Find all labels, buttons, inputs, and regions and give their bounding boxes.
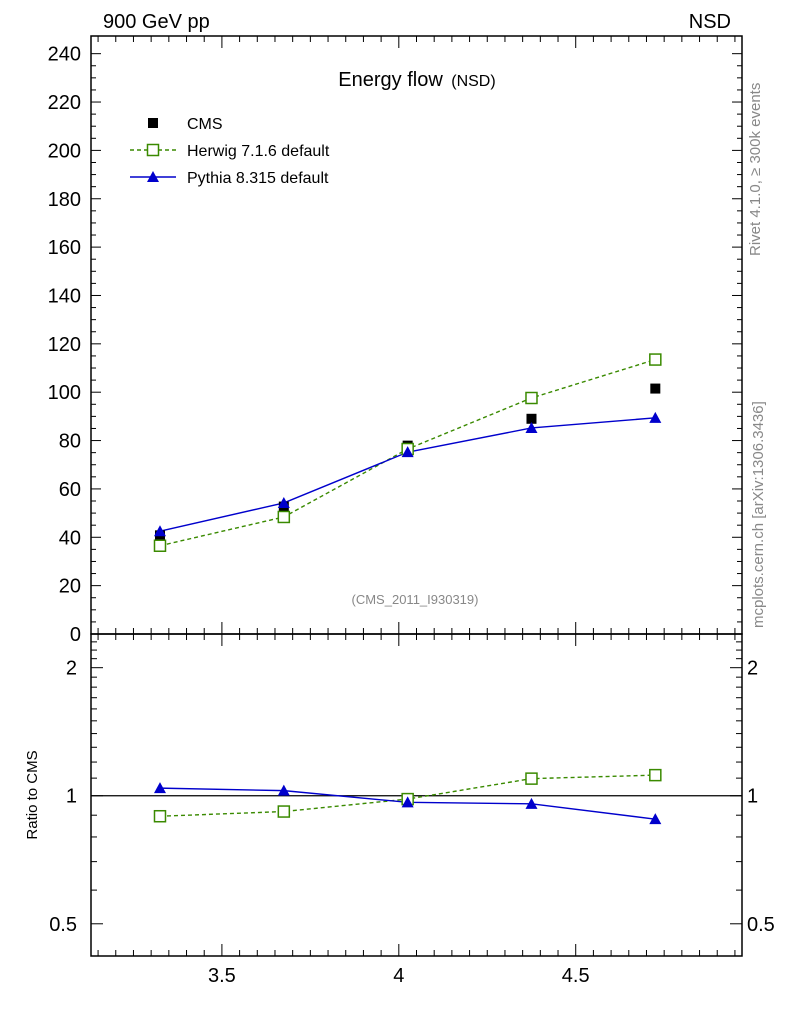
legend-pythia-label: Pythia 8.315 default	[187, 170, 329, 187]
ratio-y-tick-label-right: 2	[747, 658, 758, 680]
rivet-version-label: Rivet 4.1.0, ≥ 300k events	[747, 83, 764, 256]
main-point-filled-triangle	[277, 496, 290, 508]
main-y-tick-label: 60	[59, 479, 81, 501]
series-layer	[153, 353, 662, 825]
mcplots-label: mcplots.cern.ch [arXiv:1306.3436]	[750, 401, 767, 628]
main-y-tick-label: 20	[59, 576, 81, 598]
legend-herwig-label: Herwig 7.1.6 default	[187, 143, 330, 160]
main-point-open-square	[525, 391, 538, 405]
main-y-tick-label: 0	[70, 624, 81, 646]
main-y-tick-label: 180	[48, 189, 81, 211]
ratio-y-tick-label: 1	[66, 786, 77, 808]
header-left-label: 900 GeV pp	[103, 11, 210, 33]
ratio-point-filled-triangle	[153, 782, 166, 794]
main-y-tick-label: 240	[48, 44, 81, 66]
header-right-label: NSD	[689, 11, 731, 33]
main-point-filled-square	[526, 413, 537, 424]
main-y-tick-label: 200	[48, 140, 81, 162]
ratio-point-filled-triangle	[401, 796, 414, 808]
main-series-line	[159, 417, 656, 532]
legend: CMS Herwig 7.1.6 default Pythia 8.315 de…	[130, 116, 330, 187]
ratio-point-filled-triangle	[649, 813, 662, 825]
x-tick-label: 4	[393, 965, 404, 987]
main-point-filled-triangle	[401, 446, 414, 458]
main-point-filled-triangle	[525, 421, 538, 433]
ratio-panel-frame	[90, 633, 743, 957]
main-point-filled-triangle	[153, 525, 166, 537]
main-y-tick-label: 160	[48, 237, 81, 259]
ratio-point-open-square	[153, 809, 167, 823]
axes-layer: 0 20 40 60 80 100 120 140 160 180 200 220 240 3.5 4 4.5…	[48, 35, 775, 987]
legend-herwig-marker	[146, 143, 160, 157]
main-y-tick-label: 40	[59, 527, 81, 549]
legend-cms-label: CMS	[187, 116, 223, 133]
chart-title-suffix: (NSD)	[451, 73, 495, 90]
ratio-point-open-square	[277, 805, 291, 818]
main-y-tick-label: 80	[59, 431, 81, 453]
main-point-open-square	[649, 353, 662, 366]
main-y-tick-label: 120	[48, 334, 81, 356]
x-tick-label: 4.5	[562, 965, 590, 987]
ratio-y-tick-label: 0.5	[49, 914, 77, 936]
main-y-tick-label: 140	[48, 285, 81, 307]
x-tick-label: 3.5	[208, 965, 236, 987]
main-point-open-square	[153, 539, 167, 552]
ratio-point-filled-triangle	[525, 797, 538, 809]
legend-pythia-marker	[147, 171, 159, 182]
chart-title: Energy flow (NSD)	[338, 69, 495, 91]
ratio-y-tick-label-right: 1	[747, 786, 758, 808]
ratio-axis-label: Ratio to CMS	[24, 750, 41, 839]
ratio-y-tick-label: 2	[66, 658, 77, 680]
ratio-point-filled-triangle	[277, 784, 290, 796]
main-point-filled-square	[650, 383, 661, 394]
main-y-tick-label: 100	[48, 382, 81, 404]
main-point-filled-triangle	[649, 411, 662, 423]
chart-title-main: Energy flow	[338, 69, 443, 91]
legend-cms-marker	[148, 118, 158, 128]
ratio-point-open-square	[649, 768, 662, 782]
ratio-y-tick-label-right: 0.5	[747, 914, 775, 936]
main-point-open-square	[277, 510, 291, 524]
ratio-point-open-square	[525, 772, 538, 785]
main-y-tick-label: 220	[48, 92, 81, 114]
analysis-tag: (CMS_2011_I930319)	[352, 592, 479, 607]
